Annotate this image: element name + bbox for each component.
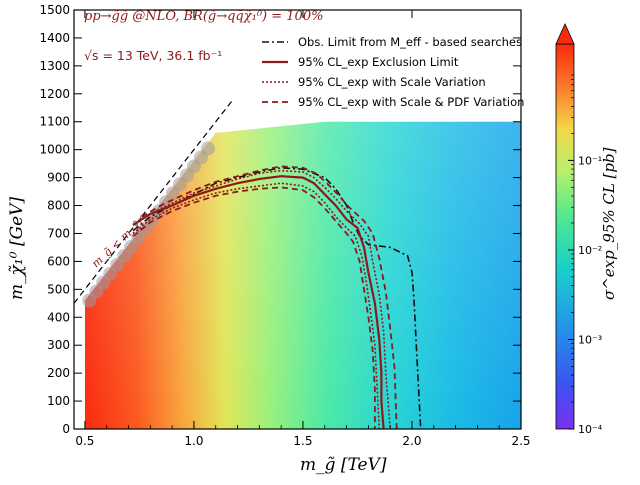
x-tick-label: 1.0 [184,434,203,448]
diagonal-point [200,141,215,156]
excluded-kinematic-region [74,10,325,429]
y-tick-label: 400 [47,310,70,324]
energy-lumi-label: √s = 13 TeV, 36.1 fb⁻¹ [84,48,222,63]
colorbar-bar [555,43,575,430]
y-axis-label: m_χ̃₁⁰ [GeV] [7,196,27,300]
x-tick-label: 2.5 [511,434,530,448]
colorbar-extend-arrow [555,23,575,45]
plot-frame [73,9,522,430]
y-tick-label: 500 [47,282,70,296]
colorbar-label: σ^exp_95% CL [pb] [600,147,618,300]
diagonal-line [74,99,234,304]
colorbar-tick-label: 10⁻² [578,244,602,257]
contour-line [132,166,422,429]
legend-label: 95% CL_exp with Scale Variation [298,75,486,89]
legend-label: Obs. Limit from M_eff - based searches [298,35,522,49]
y-tick-label: 1100 [39,115,70,129]
colorbar-tick-label: 10⁻⁴ [578,423,603,436]
colorbar-tick-label: 10⁻³ [578,333,602,346]
x-tick-label: 2.0 [402,434,421,448]
y-tick-label: 800 [47,199,70,213]
legend-label: 95% CL_exp Exclusion Limit [298,55,459,69]
contour-line [132,186,376,429]
axes: 0.5 1.0 1.5 2.0 2.5 0 100 200 300 400 500 600 700 800… [39,3,530,448]
y-tick-label: 200 [47,366,70,380]
x-tick-label: 0.5 [75,434,94,448]
colorbar-tick-label: 10⁻¹ [578,154,602,167]
legend: Obs. Limit from M_eff - based searches 95… [262,35,524,109]
legend-label: 95% CL_exp with Scale & PDF Variation [298,95,524,109]
y-tick-label: 0 [62,422,70,436]
contour-line [132,182,381,429]
y-tick-label: 100 [47,394,70,408]
contour-line-upper [141,165,398,429]
plot-area [74,10,521,429]
contour-line [132,175,385,429]
chart-title: pp→g̃g̃ @NLO, BR(g̃→qq̄χ̃₁⁰) = 100% [84,9,323,24]
y-tick-label: 1500 [39,3,70,17]
y-tick-label: 1400 [39,31,70,45]
y-tick-label: 300 [47,338,70,352]
y-tick-label: 600 [47,254,70,268]
colorbar: 10⁻⁴ 10⁻³ 10⁻² 10⁻¹ [555,23,603,436]
x-axis-label: m_g̃ [TeV] [300,455,387,475]
y-tick-label: 700 [47,226,70,240]
x-tick-label: 1.5 [293,434,312,448]
y-tick-label: 1300 [39,59,70,73]
y-tick-label: 900 [47,171,70,185]
y-tick-label: 1000 [39,143,70,157]
contour-line-upper [139,169,391,429]
y-tick-label: 1200 [39,87,70,101]
